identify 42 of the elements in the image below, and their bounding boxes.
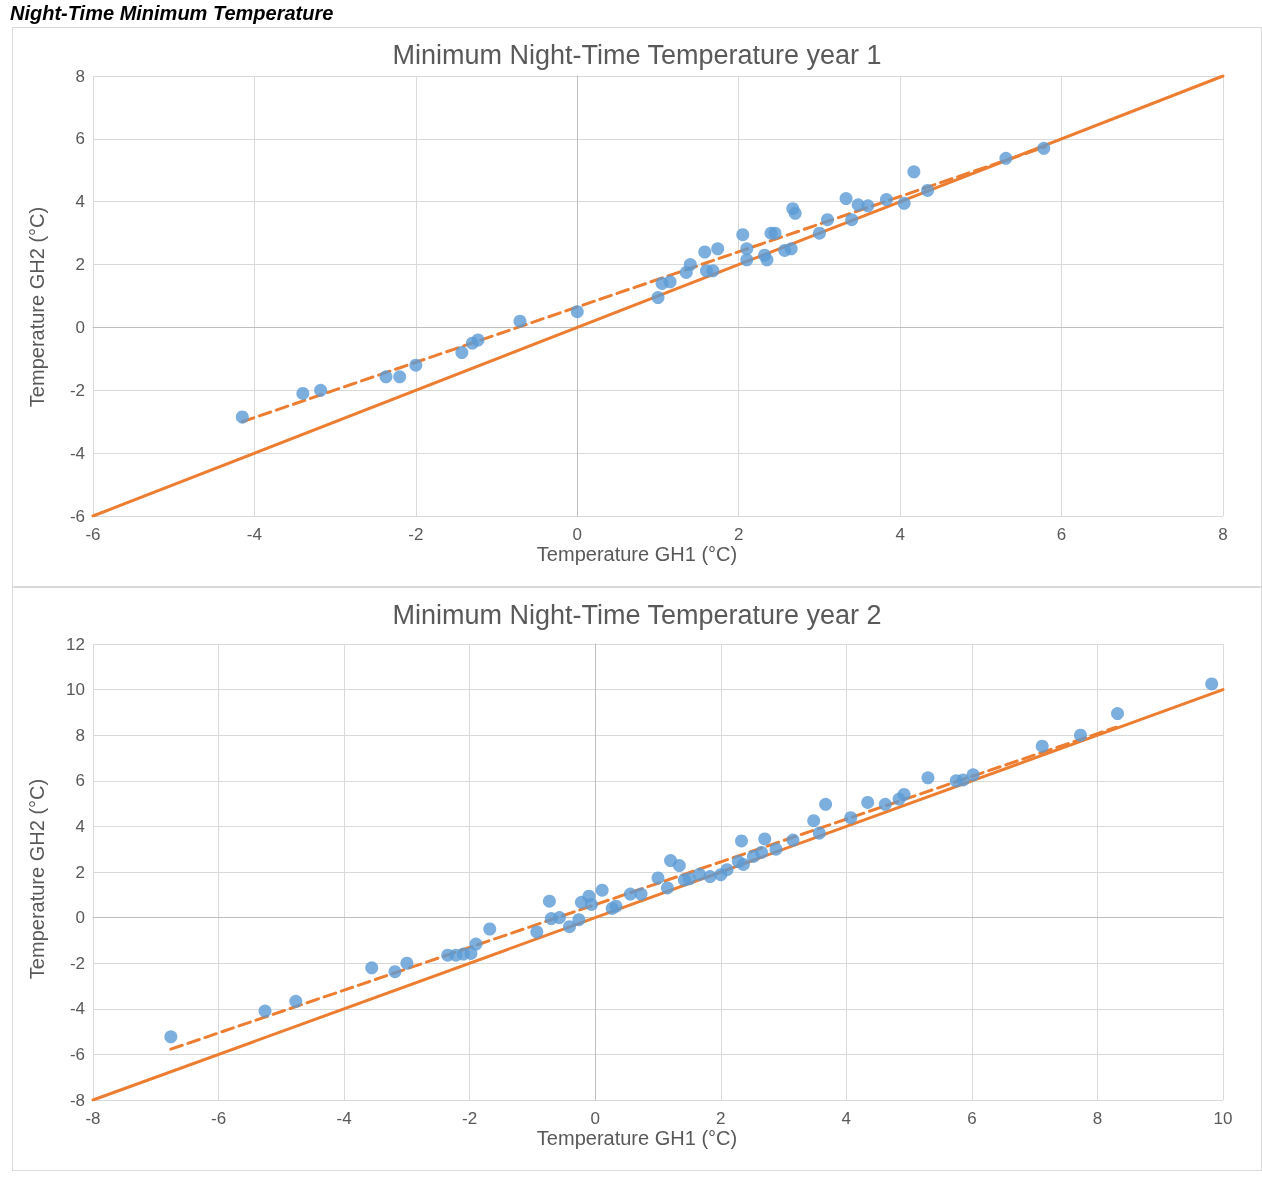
y-tick-label: 8 [75, 725, 85, 745]
x-tick-label: 8 [1218, 525, 1228, 544]
x-tick-label: 4 [895, 525, 905, 544]
y-tick-label: -6 [69, 1044, 85, 1064]
x-tick-label: -2 [408, 525, 424, 544]
y-tick-label: 6 [75, 771, 85, 791]
y-axis-title: Temperature GH2 (°C) [26, 778, 48, 980]
y-tick-label: -4 [69, 999, 85, 1019]
x-tick-label: 2 [716, 1109, 726, 1128]
x-tick-label: 10 [1213, 1109, 1233, 1128]
x-tick-label: 6 [967, 1109, 977, 1128]
x-tick-label: 6 [1056, 525, 1067, 544]
x-tick-label: 8 [1092, 1109, 1103, 1128]
x-tick-label: 0 [572, 525, 583, 544]
x-tick-label: -4 [336, 1109, 352, 1128]
y-tick-label: 2 [75, 862, 85, 882]
chart-title: Minimum Night-Time Temperature year 2 [392, 599, 882, 630]
y-tick-label: 8 [75, 66, 85, 86]
x-tick-label: -2 [462, 1109, 478, 1128]
y-tick-label: 4 [75, 192, 85, 212]
y-tick-label: 2 [75, 255, 85, 275]
y-tick-label: 12 [66, 634, 85, 654]
y-tick-label: -6 [69, 506, 85, 526]
x-tick-label: 0 [590, 1109, 600, 1128]
x-tick-label: -6 [210, 1109, 227, 1128]
text: Night-Time Minimum Temperature [9, 1, 335, 26]
y-tick-label: 4 [75, 816, 85, 836]
chart-title: Minimum Night-Time Temperature year 1 [392, 39, 882, 70]
y-tick-label: 6 [75, 129, 85, 149]
y-tick-label: -2 [69, 953, 85, 973]
y-axis-title: Temperature GH2 (°C) [26, 206, 48, 408]
x-axis-title: Temperature GH1 (°C) [536, 1127, 738, 1149]
y-tick-label: -4 [69, 443, 85, 463]
x-tick-label: 2 [733, 525, 744, 544]
x-tick-label: 4 [841, 1109, 852, 1128]
y-tick-label: -2 [69, 380, 85, 400]
y-tick-label: 10 [66, 680, 85, 700]
y-tick-label: 0 [75, 317, 85, 337]
x-tick-label: -4 [246, 525, 262, 544]
x-axis-title: Temperature GH1 (°C) [536, 543, 738, 565]
y-tick-label: 0 [75, 908, 85, 928]
y-tick-label: -8 [69, 1090, 85, 1110]
